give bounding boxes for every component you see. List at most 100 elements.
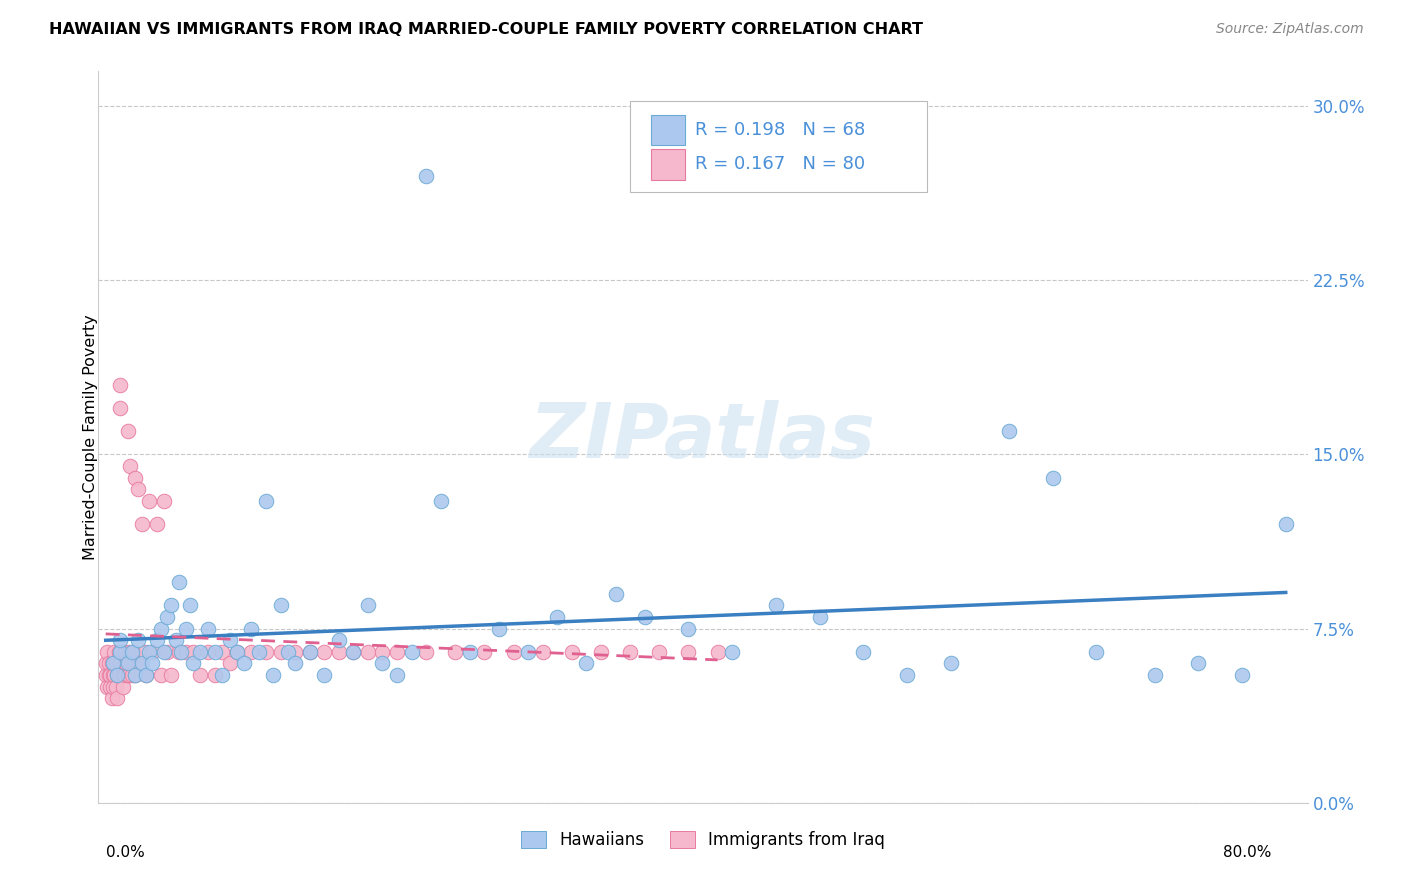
Point (225, 645, 247, 659)
Point (124, 668, 146, 682)
Point (1143, 668, 1166, 682)
Point (678, 622, 700, 636)
Point (634, 610, 657, 624)
Point (298, 645, 321, 659)
Point (706, 645, 728, 659)
Point (233, 657, 256, 671)
Point (167, 575, 190, 590)
Text: HAWAIIAN VS IMMIGRANTS FROM IRAQ MARRIED-COUPLE FAMILY POVERTY CORRELATION CHART: HAWAIIAN VS IMMIGRANTS FROM IRAQ MARRIED… (49, 22, 924, 37)
Point (197, 622, 219, 636)
Point (110, 377, 132, 392)
Point (254, 645, 277, 659)
Point (174, 645, 197, 659)
Point (218, 633, 240, 648)
Point (110, 657, 132, 671)
Point (371, 657, 394, 671)
Point (165, 633, 187, 648)
Point (458, 645, 481, 659)
Point (97, 668, 120, 682)
Point (97, 657, 120, 671)
Point (108, 645, 131, 659)
Point (619, 645, 641, 659)
Point (502, 645, 524, 659)
Point (108, 668, 131, 682)
Point (721, 645, 744, 659)
Point (117, 424, 139, 438)
Point (138, 494, 160, 508)
Point (401, 645, 423, 659)
Point (128, 657, 150, 671)
Point (141, 657, 163, 671)
Point (385, 668, 408, 682)
Point (218, 657, 240, 671)
Point (112, 680, 135, 694)
Point (122, 645, 145, 659)
Point (240, 645, 263, 659)
Point (225, 645, 247, 659)
Point (247, 645, 270, 659)
Point (131, 517, 153, 532)
Point (101, 657, 124, 671)
Point (105, 691, 128, 706)
Point (174, 622, 197, 636)
Point (135, 668, 157, 682)
Text: 80.0%: 80.0% (1223, 845, 1271, 860)
Point (328, 633, 350, 648)
Point (181, 645, 204, 659)
Point (1274, 517, 1296, 532)
Text: R = 0.167   N = 80: R = 0.167 N = 80 (695, 155, 865, 173)
Point (131, 657, 153, 671)
Point (127, 633, 149, 648)
Point (153, 494, 176, 508)
Point (197, 645, 219, 659)
Point (121, 668, 143, 682)
Point (121, 645, 143, 659)
Point (124, 471, 146, 485)
Point (124, 668, 146, 682)
Text: Source: ZipAtlas.com: Source: ZipAtlas.com (1216, 22, 1364, 37)
Point (190, 668, 212, 682)
Point (240, 622, 263, 636)
Point (314, 645, 336, 659)
Point (204, 645, 226, 659)
Point (284, 645, 307, 659)
Point (998, 424, 1021, 438)
Point (648, 645, 671, 659)
Point (118, 645, 141, 659)
Point (103, 645, 125, 659)
Point (1042, 471, 1064, 485)
Point (100, 691, 122, 706)
Point (150, 668, 173, 682)
FancyBboxPatch shape (651, 149, 685, 179)
Text: R = 0.198   N = 68: R = 0.198 N = 68 (695, 121, 865, 139)
Point (112, 668, 135, 682)
Point (167, 645, 190, 659)
Point (156, 645, 179, 659)
Point (160, 668, 183, 682)
Point (110, 645, 132, 659)
Point (488, 622, 510, 636)
Point (357, 645, 380, 659)
Point (328, 645, 350, 659)
Point (150, 622, 173, 636)
Point (342, 645, 364, 659)
Point (765, 599, 787, 613)
Point (160, 599, 183, 613)
Point (575, 657, 598, 671)
Point (105, 668, 128, 682)
Point (115, 657, 138, 671)
Point (1085, 645, 1108, 659)
Point (96, 645, 118, 659)
Point (101, 668, 124, 682)
FancyBboxPatch shape (651, 114, 685, 145)
Point (135, 668, 157, 682)
Point (371, 645, 394, 659)
Point (561, 645, 583, 659)
Point (145, 517, 167, 532)
Point (314, 668, 336, 682)
Point (114, 668, 136, 682)
Point (939, 657, 962, 671)
Point (179, 599, 201, 613)
Point (117, 657, 139, 671)
Point (531, 645, 554, 659)
